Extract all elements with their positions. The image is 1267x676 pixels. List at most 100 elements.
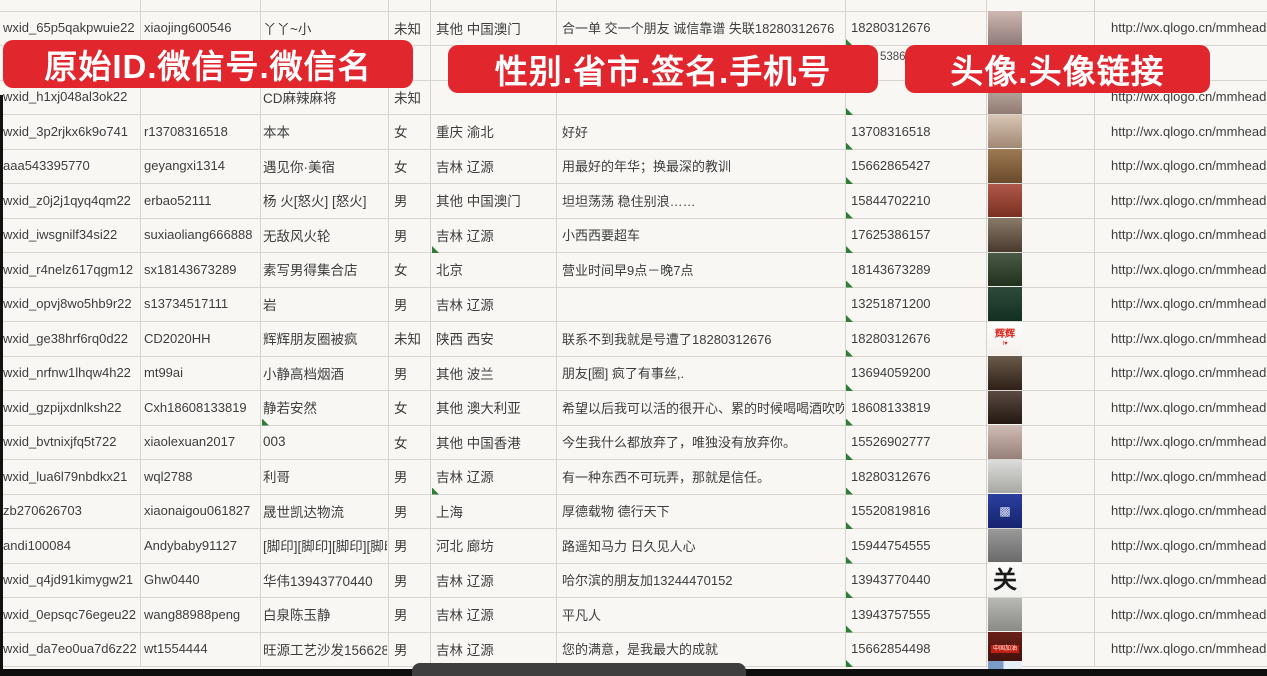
- cell-avatar-link[interactable]: http://wx.qlogo.cn/mmhead: [1111, 606, 1266, 622]
- cell-gender[interactable]: 女: [394, 435, 408, 451]
- cell-weixin-name[interactable]: 杨 火[怒火] [怒火]: [263, 194, 367, 210]
- cell-avatar-link[interactable]: http://wx.qlogo.cn/mmhead: [1111, 192, 1266, 208]
- cell-avatar-link[interactable]: http://wx.qlogo.cn/mmhead: [1111, 572, 1266, 588]
- cell-region[interactable]: 北京: [436, 263, 463, 279]
- cell-region[interactable]: 吉林 辽源: [436, 470, 494, 486]
- cell-signature[interactable]: 营业时间早9点－晚7点: [562, 262, 694, 278]
- avatar-image[interactable]: [988, 356, 1022, 390]
- cell-avatar-link[interactable]: http://wx.qlogo.cn/mmhead: [1111, 399, 1266, 415]
- cell-wxid[interactable]: wxid_z0j2j1qyq4qm22: [3, 192, 131, 208]
- avatar-image[interactable]: [988, 459, 1022, 493]
- cell-weixin-name[interactable]: 静若安然: [263, 401, 317, 417]
- cell-avatar-link[interactable]: http://wx.qlogo.cn/mmhead: [1111, 227, 1266, 243]
- avatar-image[interactable]: [988, 218, 1022, 252]
- cell-phone[interactable]: 18280312676: [851, 468, 931, 484]
- cell-weixin-id[interactable]: r13708316518: [144, 123, 228, 139]
- cell-gender[interactable]: 女: [394, 263, 408, 279]
- cell-region[interactable]: 上海: [436, 504, 463, 520]
- cell-gender[interactable]: 女: [394, 401, 408, 417]
- cell-phone[interactable]: 13251871200: [851, 296, 931, 312]
- cell-wxid[interactable]: zb270626703: [3, 503, 82, 519]
- cell-weixin-id[interactable]: Andybaby91127: [144, 537, 238, 553]
- cell-phone[interactable]: 17625386157: [851, 227, 931, 243]
- cell-weixin-name[interactable]: 无敌风火轮: [263, 228, 331, 244]
- cell-phone[interactable]: 15520819816: [851, 503, 931, 519]
- cell-weixin-id[interactable]: wql2788: [144, 468, 193, 484]
- cell-wxid[interactable]: wxid_da7eo0ua7d6z22: [3, 641, 137, 657]
- cell-wxid[interactable]: wxid_iwsgnilf34si22: [3, 227, 118, 243]
- cell-gender[interactable]: 男: [394, 642, 408, 658]
- cell-weixin-name[interactable]: 003: [263, 434, 286, 450]
- cell-weixin-id[interactable]: s13734517111: [144, 296, 229, 312]
- cell-signature[interactable]: 希望以后我可以活的很开心、累的时候喝喝酒吹吹[: [562, 400, 844, 416]
- cell-region[interactable]: 吉林 辽源: [436, 228, 494, 244]
- cell-region[interactable]: 其他 中国澳门: [436, 21, 521, 37]
- cell-gender[interactable]: 女: [394, 159, 408, 175]
- avatar-image[interactable]: [988, 287, 1022, 321]
- cell-region[interactable]: 其他 中国香港: [436, 435, 521, 451]
- cell-phone[interactable]: 15526902777: [851, 434, 931, 450]
- cell-wxid[interactable]: wxid_h1xj048al3ok22: [3, 89, 128, 105]
- cell-signature[interactable]: 路遥知马力 日久见人心: [562, 538, 696, 554]
- cell-weixin-name[interactable]: CD麻辣麻将: [263, 90, 337, 106]
- avatar-image[interactable]: 中国加油: [988, 632, 1022, 666]
- cell-avatar-link[interactable]: http://wx.qlogo.cn/mmhead: [1111, 434, 1266, 450]
- cell-gender[interactable]: 男: [394, 228, 408, 244]
- cell-weixin-id[interactable]: sx18143673289: [144, 261, 237, 277]
- cell-weixin-id[interactable]: CD2020HH: [144, 330, 211, 346]
- cell-region[interactable]: 其他 波兰: [436, 366, 494, 382]
- cell-phone[interactable]: 15662865427: [851, 158, 931, 174]
- cell-phone[interactable]: 13943770440: [851, 572, 931, 588]
- cell-phone[interactable]: 18280312676: [851, 330, 931, 346]
- cell-phone[interactable]: 15662854498: [851, 641, 931, 657]
- cell-weixin-name[interactable]: 本本: [263, 125, 290, 141]
- cell-region[interactable]: 吉林 辽源: [436, 159, 494, 175]
- cell-signature[interactable]: 今生我什么都放弃了，唯独没有放弃你。: [562, 435, 797, 451]
- cell-region[interactable]: 吉林 辽源: [436, 608, 494, 624]
- cell-gender[interactable]: 未知: [394, 21, 421, 37]
- cell-weixin-name[interactable]: 素写男得集合店: [263, 263, 358, 279]
- cell-region[interactable]: 河北 廊坊: [436, 539, 494, 555]
- cell-region[interactable]: 吉林 辽源: [436, 297, 494, 313]
- avatar-image[interactable]: 辉辉 I♥: [988, 321, 1022, 355]
- cell-gender[interactable]: 男: [394, 366, 408, 382]
- cell-phone[interactable]: 18608133819: [851, 399, 931, 415]
- cell-phone[interactable]: 15944754555: [851, 537, 931, 553]
- cell-wxid[interactable]: wxid_ge38hrf6rq0d22: [3, 330, 129, 346]
- cell-avatar-link[interactable]: http://wx.qlogo.cn/mmhead: [1111, 296, 1266, 312]
- cell-weixin-id[interactable]: xiaojing600546: [144, 20, 232, 36]
- avatar-image[interactable]: ▩: [988, 494, 1022, 528]
- cell-weixin-id[interactable]: erbao52111: [144, 192, 212, 208]
- cell-gender[interactable]: 男: [394, 573, 408, 589]
- cell-weixin-id[interactable]: geyangxi1314: [144, 158, 225, 174]
- cell-phone[interactable]: 18143673289: [851, 261, 931, 277]
- cell-weixin-name[interactable]: 遇见你·美宿: [263, 159, 335, 175]
- cell-weixin-name[interactable]: [脚印][脚印][脚印][脚印: [263, 539, 387, 555]
- cell-gender[interactable]: 男: [394, 194, 408, 210]
- cell-gender[interactable]: 男: [394, 608, 408, 624]
- cell-avatar-link[interactable]: http://wx.qlogo.cn/mmhead: [1111, 537, 1266, 553]
- cell-weixin-id[interactable]: mt99ai: [144, 365, 184, 381]
- cell-avatar-link[interactable]: http://wx.qlogo.cn/mmhead: [1111, 468, 1266, 484]
- avatar-image[interactable]: [988, 390, 1022, 424]
- cell-avatar-link[interactable]: http://wx.qlogo.cn/mmhead: [1111, 503, 1266, 519]
- avatar-image[interactable]: [988, 252, 1022, 286]
- cell-signature[interactable]: 合一单 交一个朋友 诚信靠谱 失联18280312676: [562, 21, 835, 37]
- cell-phone[interactable]: 13708316518: [851, 123, 931, 139]
- cell-wxid[interactable]: wxid_r4nelz617qgm12: [3, 261, 134, 277]
- cell-signature[interactable]: 好好: [562, 124, 589, 140]
- cell-wxid[interactable]: wxid_3p2rjkx6k9o741: [3, 123, 129, 139]
- cell-gender[interactable]: 未知: [394, 332, 421, 348]
- cell-weixin-id[interactable]: Ghw0440: [144, 572, 200, 588]
- cell-phone[interactable]: 15844702210: [851, 192, 931, 208]
- cell-wxid[interactable]: aaa543395770: [3, 158, 90, 174]
- cell-avatar-link[interactable]: http://wx.qlogo.cn/mmhead: [1111, 123, 1266, 139]
- cell-avatar-link[interactable]: http://wx.qlogo.cn/mmhead: [1111, 89, 1266, 105]
- cell-wxid[interactable]: wxid_bvtnixjfq5t722: [3, 434, 117, 450]
- cell-gender[interactable]: 男: [394, 297, 408, 313]
- cell-weixin-name[interactable]: 旺源工艺沙发15662854: [263, 642, 387, 658]
- avatar-image[interactable]: [988, 597, 1022, 631]
- avatar-image[interactable]: [988, 528, 1022, 562]
- cell-gender[interactable]: 男: [394, 504, 408, 520]
- cell-avatar-link[interactable]: http://wx.qlogo.cn/mmhead: [1111, 20, 1266, 36]
